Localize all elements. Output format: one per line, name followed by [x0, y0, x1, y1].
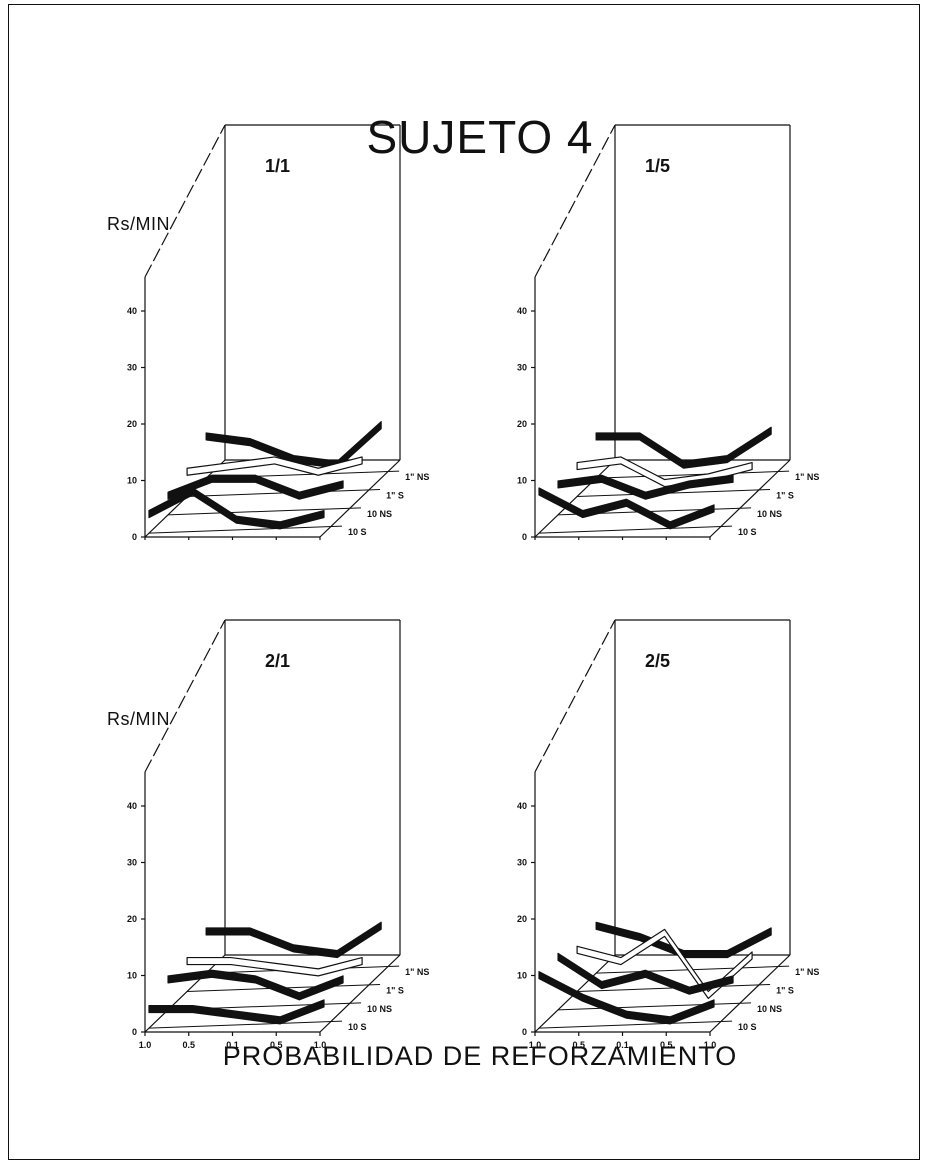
x-tick-label: 0.5: [270, 1040, 283, 1050]
depth-tick-label: 10 S: [348, 527, 367, 537]
x-axis-title: PROBABILIDAD DE REFORZAMIENTO: [222, 1041, 738, 1071]
floor-right-edge: [319, 954, 401, 1033]
series-ribbon-10-s: [538, 971, 715, 1025]
series-ribbon-10-ns: [167, 969, 344, 1001]
x-tick-label: 0.5: [572, 1040, 585, 1050]
panel-plot: 0 10 20 30 40 1.0 0.5 0.1 0.5 1.0 10 S10 NS 1" S1" …: [127, 619, 429, 1050]
depth-tick-label: 10 NS: [367, 1004, 392, 1014]
panel-plot: 0 10 20 30 40 10 S10 NS 1" S1" NS: [127, 124, 429, 542]
x-tick-label: 0.5: [660, 1040, 673, 1050]
y-tick-label: 20: [127, 914, 137, 924]
depth-tick-label: 1" NS: [405, 472, 429, 482]
y-tick-label: 0: [132, 1027, 137, 1037]
x-tick-label: 1.0: [529, 1040, 542, 1050]
y-tick-label: 40: [517, 306, 527, 316]
series-ribbon-10-s: [148, 999, 325, 1025]
y-axis-label: Rs/MIN: [107, 709, 170, 729]
y-tick-label: 30: [517, 858, 527, 868]
depth-tick-label: 10 NS: [757, 509, 782, 519]
y-tick-label: 0: [522, 1027, 527, 1037]
y-tick-label: 20: [517, 914, 527, 924]
page-border: [8, 4, 920, 1160]
panel-1-5: 1/5 0 10 20 30 40 10 S 10 NS 1" S 1" NS: [485, 124, 929, 650]
floor-grid-line: [596, 470, 790, 479]
series-ribbon-10-ns: [557, 474, 734, 500]
series-ribbon-10-ns: [557, 952, 734, 995]
series-ribbon-10-s: [148, 487, 325, 530]
depth-tick-label: 10 NS: [367, 509, 392, 519]
x-tick-label: 0.1: [616, 1040, 629, 1050]
y-tick-label: 10: [517, 971, 527, 981]
depth-tick-label: 1" S: [386, 985, 404, 995]
floor-grid-line: [538, 525, 733, 534]
x-tick-label: 1.0: [139, 1040, 152, 1050]
floor-left-edge: [144, 954, 226, 1033]
y-tick-label: 0: [522, 532, 527, 542]
y-tick-label: 40: [517, 801, 527, 811]
panel-plot: 0 10 20 30 40 10 S10 NS 1" S1" NS: [517, 124, 819, 542]
depth-tick-label: 10 S: [738, 1022, 757, 1032]
floor-right-edge: [709, 459, 791, 538]
series-ribbon-1-ns: [205, 421, 382, 469]
y-tick-label: 40: [127, 306, 137, 316]
floor-grid-line: [558, 1002, 752, 1011]
depth-tick-label: 1" NS: [795, 472, 819, 482]
y-tick-label: 10: [127, 476, 137, 486]
floor-grid-line: [148, 525, 343, 534]
side-wall-top-edge: [534, 619, 616, 773]
figure-title: SUJETO 4: [366, 111, 594, 163]
y-tick-label: 30: [517, 363, 527, 373]
x-tick-label: 0.1: [226, 1040, 239, 1050]
depth-tick-label: 10 NS: [757, 1004, 782, 1014]
series-ribbon-1-s: [576, 928, 753, 1000]
depth-tick-label: 1" NS: [405, 967, 429, 977]
side-wall-top-edge: [534, 124, 616, 278]
side-wall-top-edge: [144, 124, 226, 278]
y-tick-label: 10: [517, 476, 527, 486]
depth-tick-label: 10 S: [738, 527, 757, 537]
y-tick-label: 10: [127, 971, 137, 981]
y-tick-label: 0: [132, 532, 137, 542]
y-tick-label: 20: [127, 419, 137, 429]
panel-title: 2/5: [645, 651, 671, 671]
floor-right-edge: [319, 459, 401, 538]
x-tick-label: 0.5: [182, 1040, 195, 1050]
series-ribbon-10-s: [538, 487, 715, 530]
floor-grid-line: [148, 1020, 343, 1029]
series-ribbon-10-ns: [167, 474, 344, 500]
panel-title: 1/5: [645, 156, 671, 176]
depth-tick-label: 1" NS: [795, 967, 819, 977]
y-tick-label: 20: [517, 419, 527, 429]
series-ribbon-1-s: [186, 456, 363, 476]
series-ribbon-1-ns: [595, 921, 772, 959]
panel-title: 2/1: [265, 651, 291, 671]
y-tick-label: 30: [127, 363, 137, 373]
floor-right-edge: [709, 954, 791, 1033]
x-tick-label: 1.0: [704, 1040, 717, 1050]
y-tick-label: 40: [127, 801, 137, 811]
panel-plot: 0 10 20 30 40 1.0 0.5 0.1 0.5 1.0 10 S10 NS 1" S1" …: [517, 619, 819, 1050]
depth-tick-label: 1" S: [776, 490, 794, 500]
depth-tick-label: 10 S: [348, 1022, 367, 1032]
series-ribbon-1-s: [186, 956, 363, 977]
floor-left-edge: [534, 459, 616, 538]
panel-title: 1/1: [265, 156, 291, 176]
floor-grid-line: [577, 488, 771, 497]
series-ribbon-1-ns: [205, 921, 382, 959]
panel-1-1: 1/1 Rs/MIN 0 10 20 30 40 10 S 10 NS 1" S 1" NS: [95, 124, 555, 650]
side-wall-top-edge: [144, 619, 226, 773]
series-ribbon-1-ns: [595, 426, 772, 469]
floor-grid-line: [168, 507, 362, 516]
floor-grid-line: [538, 1020, 733, 1029]
panel-2-5: 2/5 0 10 20 30 40 1.0 0.5 0.1 0.5 1.0 10 S 10 NS 1" …: [485, 619, 929, 1145]
depth-tick-label: 1" S: [386, 490, 404, 500]
y-axis-label: Rs/MIN: [107, 214, 170, 234]
y-tick-label: 30: [127, 858, 137, 868]
depth-tick-label: 1" S: [776, 985, 794, 995]
x-tick-label: 1.0: [314, 1040, 327, 1050]
